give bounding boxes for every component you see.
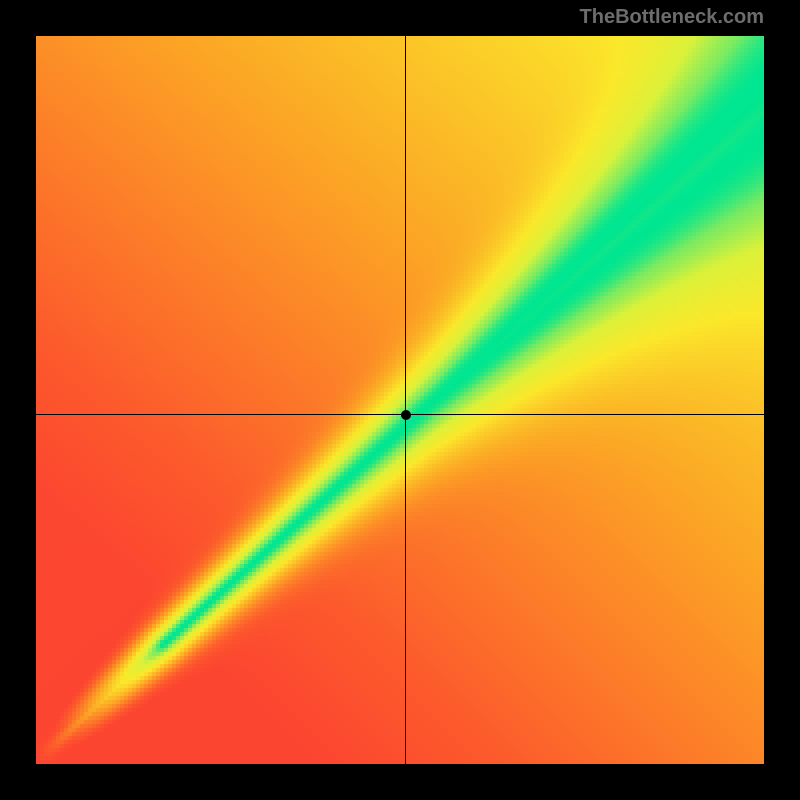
chart-frame: TheBottleneck.com <box>0 0 800 800</box>
crosshair-marker[interactable] <box>401 410 411 420</box>
watermark-text: TheBottleneck.com <box>580 6 764 29</box>
heatmap-canvas <box>36 36 764 764</box>
heatmap-plot <box>36 36 764 764</box>
crosshair-vertical <box>405 36 406 764</box>
